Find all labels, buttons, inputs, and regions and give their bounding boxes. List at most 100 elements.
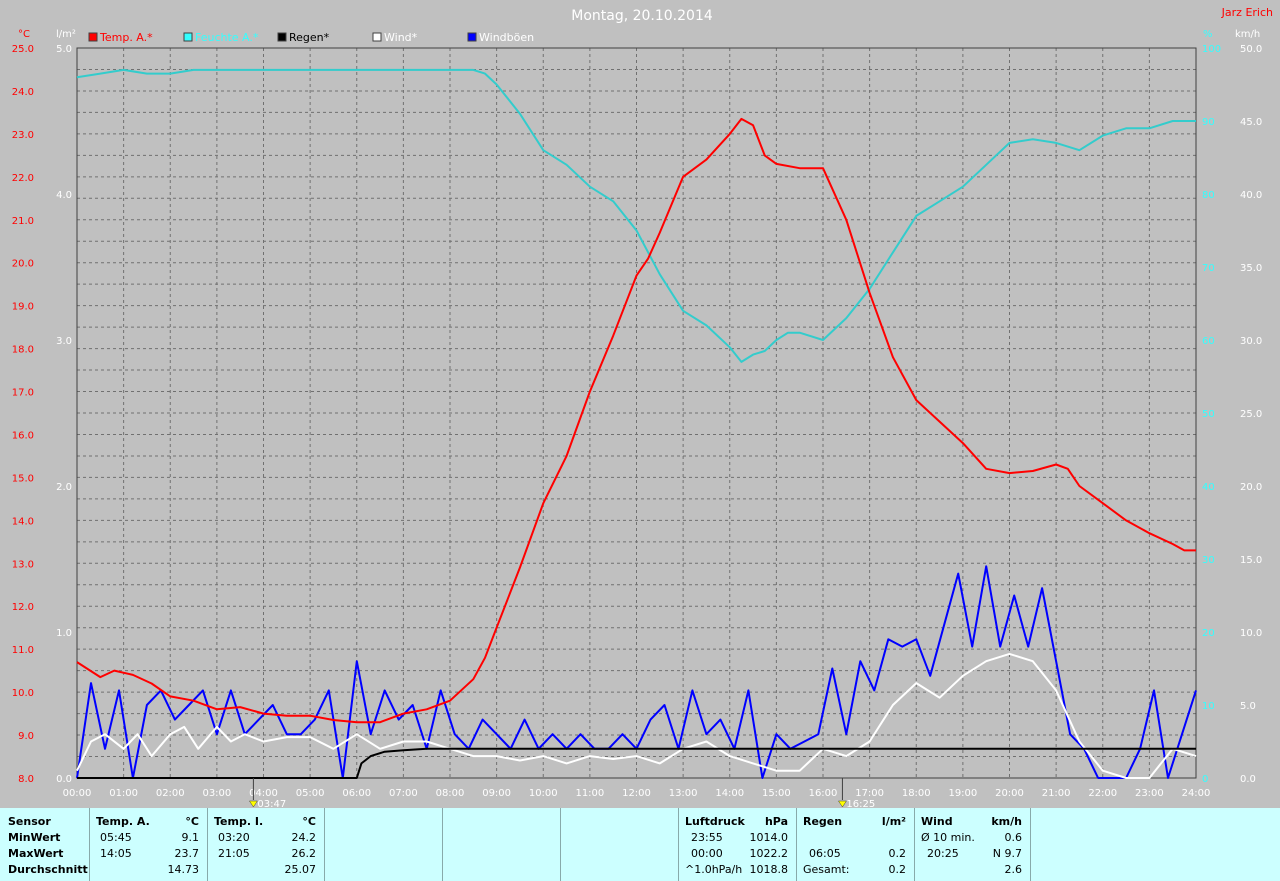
temp-i-avg: 25.07 xyxy=(284,863,317,876)
x-tick-label: 10:00 xyxy=(529,788,558,799)
row-labels-column: Sensor MinWert MaxWert Durchschnitt xyxy=(0,808,89,881)
rain-max-time: 06:05 xyxy=(809,847,841,860)
sunset-icon xyxy=(837,800,847,808)
humidity-tick-label: 80 xyxy=(1202,190,1215,201)
legend-label: Feuchte A.* xyxy=(195,31,259,44)
humidity-tick-label: 10 xyxy=(1202,701,1215,712)
pressure-max-time: 00:00 xyxy=(691,847,723,860)
temp-tick-label: 17.0 xyxy=(12,388,34,399)
wind-tick-label: 25.0 xyxy=(1240,409,1262,420)
rain-column: Regen l/m² 06:05 0.2 Gesamt: 0.2 xyxy=(796,808,914,881)
sun-markers: 03:47 16:25 xyxy=(248,778,875,808)
x-tick-label: 02:00 xyxy=(156,788,185,799)
temp-tick-label: 12.0 xyxy=(12,602,34,613)
wind-tick-label: 40.0 xyxy=(1240,190,1262,201)
wind-avg10-label: Ø 10 min. xyxy=(921,831,975,844)
pressure-column: Luftdruck hPa 23:55 1014.0 00:00 1022.2 … xyxy=(678,808,796,881)
wind-tick-label: 35.0 xyxy=(1240,263,1262,274)
rain-max: 0.2 xyxy=(888,847,907,860)
pressure-min-time: 23:55 xyxy=(691,831,723,844)
temp-a-min: 9.1 xyxy=(181,831,200,844)
rain-total-label: Gesamt: xyxy=(803,863,850,876)
sunrise-time: 03:47 xyxy=(257,799,286,808)
empty-column-2 xyxy=(442,808,560,881)
legend-swatch xyxy=(183,32,193,42)
series-line-wind xyxy=(76,652,1197,779)
temp-i-column: Temp. I. °C 03:20 24.2 21:05 26.2 25.07 xyxy=(207,808,324,881)
wind-max: N 9.7 xyxy=(992,847,1022,860)
temp-tick-label: 18.0 xyxy=(12,345,34,356)
chart-series xyxy=(76,68,1197,779)
temp-i-min: 24.2 xyxy=(291,831,317,844)
rain-tick-label: 3.0 xyxy=(56,336,72,347)
temp-a-header: Temp. A. xyxy=(96,815,150,828)
humidity-tick-label: 70 xyxy=(1202,263,1215,274)
sunset-time: 16:25 xyxy=(846,799,875,808)
temp-tick-label: 14.0 xyxy=(12,516,34,527)
wind-avg: 2.6 xyxy=(1004,863,1023,876)
legend-label: Wind* xyxy=(384,31,418,44)
legend-swatch xyxy=(277,32,287,42)
row-label-max: MaxWert xyxy=(8,847,64,860)
rain-tick-label: 2.0 xyxy=(56,482,72,493)
author-label: Jarz Erich xyxy=(1221,6,1273,19)
x-tick-label: 22:00 xyxy=(1088,788,1117,799)
temp-tick-label: 10.0 xyxy=(12,688,34,699)
temp-tick-label: 24.0 xyxy=(12,87,34,98)
plot-frame xyxy=(76,47,1197,779)
temp-i-min-time: 03:20 xyxy=(218,831,250,844)
pressure-unit: hPa xyxy=(764,815,788,828)
humidity-tick-label: 20 xyxy=(1202,628,1215,639)
x-tick-label: 11:00 xyxy=(575,788,604,799)
wind-tick-label: 30.0 xyxy=(1240,336,1262,347)
temp-tick-label: 16.0 xyxy=(12,430,34,441)
rain-axis-unit: l/m² xyxy=(56,29,76,40)
x-tick-label: 01:00 xyxy=(109,788,138,799)
x-tick-label: 13:00 xyxy=(669,788,698,799)
x-tick-label: 00:00 xyxy=(63,788,92,799)
pressure-trend: ^1.0hPa/h xyxy=(685,863,743,876)
temp-tick-label: 22.0 xyxy=(12,173,34,184)
temp-tick-label: 9.0 xyxy=(18,731,34,742)
temp-tick-label: 13.0 xyxy=(12,559,34,570)
temp-tick-label: 25.0 xyxy=(12,44,34,55)
humidity-tick-label: 60 xyxy=(1202,336,1215,347)
x-tick-label: 03:00 xyxy=(202,788,231,799)
x-tick-label: 07:00 xyxy=(389,788,418,799)
x-tick-label: 23:00 xyxy=(1135,788,1164,799)
temp-tick-label: 23.0 xyxy=(12,130,34,141)
x-tick-label: 14:00 xyxy=(715,788,744,799)
chart-legend: Temp. A.* Feuchte A.* Regen* Wind* Windböen xyxy=(88,31,534,44)
series-line-tempa xyxy=(76,117,1196,724)
row-label-avg: Durchschnitt xyxy=(8,863,88,876)
x-tick-label: 24:00 xyxy=(1182,788,1211,799)
temp-tick-label: 20.0 xyxy=(12,259,34,270)
x-tick-label: 05:00 xyxy=(296,788,325,799)
temp-a-unit: °C xyxy=(185,815,199,828)
temp-tick-label: 19.0 xyxy=(12,302,34,313)
humidity-tick-label: 50 xyxy=(1202,409,1215,420)
humidity-tick-label: 0 xyxy=(1202,774,1208,785)
temp-i-max: 26.2 xyxy=(291,847,317,860)
rain-total: 0.2 xyxy=(888,863,907,876)
wind-unit: km/h xyxy=(991,815,1022,828)
x-tick-label: 20:00 xyxy=(995,788,1024,799)
pressure-min: 1014.0 xyxy=(749,831,789,844)
temp-i-unit: °C xyxy=(302,815,316,828)
temp-i-max-time: 21:05 xyxy=(218,847,250,860)
temp-axis-unit: °C xyxy=(18,29,30,40)
temp-a-max: 23.7 xyxy=(174,847,200,860)
temp-tick-label: 11.0 xyxy=(12,645,34,656)
x-tick-label: 19:00 xyxy=(948,788,977,799)
temp-a-avg: 14.73 xyxy=(167,863,200,876)
wind-max-time: 20:25 xyxy=(927,847,959,860)
wind-axis-unit: km/h xyxy=(1235,29,1260,40)
humidity-tick-label: 40 xyxy=(1202,482,1215,493)
x-tick-label: 15:00 xyxy=(762,788,791,799)
rain-header: Regen xyxy=(803,815,843,828)
x-tick-label: 08:00 xyxy=(436,788,465,799)
series-line-feuchtea xyxy=(76,68,1196,363)
row-label-sensor: Sensor xyxy=(8,815,51,828)
chart-axes: 00:00 01:00 02:00 03:00 04:00 05:00 06:00 07:00… xyxy=(12,29,1263,799)
rain-tick-label: 0.0 xyxy=(56,774,72,785)
